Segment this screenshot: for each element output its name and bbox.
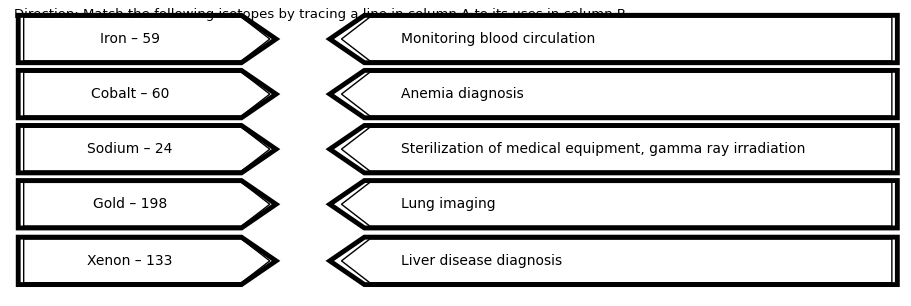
Text: Iron – 59: Iron – 59 xyxy=(100,32,159,46)
Polygon shape xyxy=(330,237,897,285)
Text: Liver disease diagnosis: Liver disease diagnosis xyxy=(401,254,562,268)
Polygon shape xyxy=(18,70,276,118)
Polygon shape xyxy=(330,181,897,228)
Polygon shape xyxy=(330,125,897,173)
Text: Sterilization of medical equipment, gamma ray irradiation: Sterilization of medical equipment, gamm… xyxy=(401,142,805,156)
Polygon shape xyxy=(330,15,897,63)
Text: Monitoring blood circulation: Monitoring blood circulation xyxy=(401,32,595,46)
Polygon shape xyxy=(18,181,276,228)
Polygon shape xyxy=(18,15,276,63)
Text: Cobalt – 60: Cobalt – 60 xyxy=(90,87,169,101)
Text: Anemia diagnosis: Anemia diagnosis xyxy=(401,87,524,101)
Text: Lung imaging: Lung imaging xyxy=(401,197,496,211)
Polygon shape xyxy=(330,70,897,118)
Text: Sodium – 24: Sodium – 24 xyxy=(87,142,172,156)
Text: Xenon – 133: Xenon – 133 xyxy=(87,254,172,268)
Text: Direction: Match the following isotopes by tracing a line in column A to its use: Direction: Match the following isotopes … xyxy=(14,8,630,21)
Polygon shape xyxy=(18,237,276,285)
Polygon shape xyxy=(18,125,276,173)
Text: Gold – 198: Gold – 198 xyxy=(93,197,167,211)
